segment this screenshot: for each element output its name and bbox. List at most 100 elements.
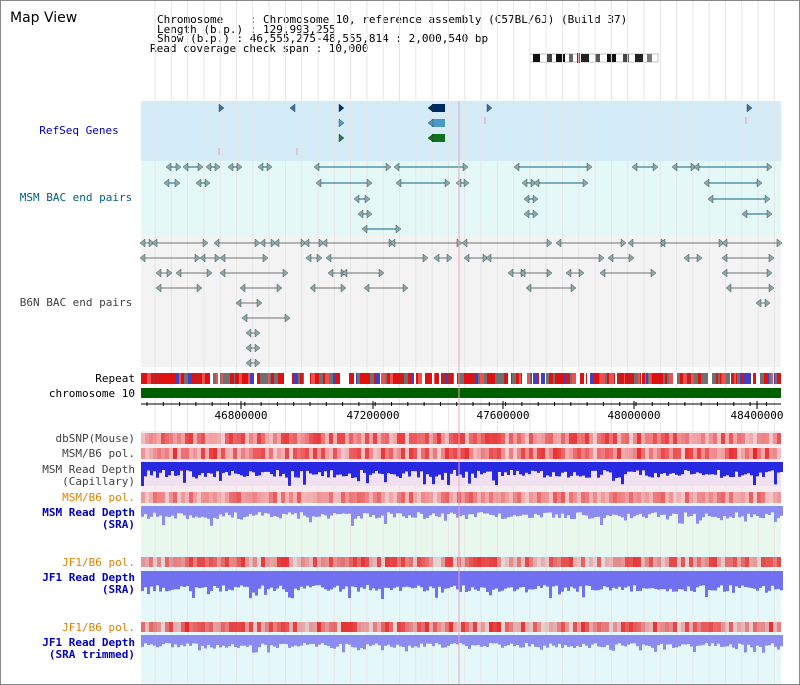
track-label-msm-b6-pol-sra[interactable]: MSM/B6 pol. (62, 491, 135, 504)
polymorphism-cell (325, 448, 329, 459)
polymorphism-cell (689, 492, 693, 503)
polymorphism-cell (453, 433, 457, 444)
depth-bar (159, 571, 162, 592)
depth-bar (510, 462, 513, 470)
track-label-dbsnp[interactable]: dbSNP(Mouse) (55, 432, 135, 445)
polymorphism-cell (285, 448, 289, 459)
msm-bac-end (182, 162, 189, 172)
depth-bar (618, 635, 621, 644)
polymorphism-heat-tracks[interactable] (141, 433, 781, 632)
msm-bac-end (174, 178, 181, 188)
polymorphism-cell (597, 622, 601, 632)
chromosome-ideogram[interactable] (529, 53, 659, 63)
polymorphism-cell (181, 557, 185, 567)
track-label-jf1-depth-trimmed[interactable]: JF1 Read Depth (42, 636, 135, 649)
depth-bar (273, 635, 276, 647)
polymorphism-cell (481, 448, 485, 459)
repeat-block (745, 373, 747, 384)
polymorphism-cell (185, 492, 189, 503)
depth-bar (204, 506, 207, 518)
repeat-block (356, 373, 357, 384)
polymorphism-cell (309, 433, 313, 444)
polymorphism-cell (741, 492, 745, 503)
track-label-msm-depth-capillary[interactable]: MSM Read Depth (42, 463, 135, 476)
track-label-chromosome[interactable]: chromosome 10 (48, 387, 135, 400)
repeat-block (223, 373, 227, 384)
depth-bar (363, 635, 366, 650)
depth-bar (366, 571, 369, 585)
depth-bar (495, 506, 498, 517)
depth-bar (504, 571, 507, 589)
polymorphism-cell (737, 622, 741, 632)
repeat-track[interactable] (141, 373, 781, 384)
repeat-block (159, 373, 163, 384)
depth-bar (324, 571, 327, 590)
polymorphism-cell (377, 492, 381, 503)
depth-bar (483, 571, 486, 588)
gene-block (432, 134, 445, 142)
depth-bar (165, 462, 168, 477)
repeat-block (380, 373, 381, 384)
depth-bar (345, 571, 348, 587)
depth-bar (342, 635, 345, 653)
polymorphism-cell (349, 492, 353, 503)
depth-bar (549, 635, 552, 644)
polymorphism-cell (609, 433, 613, 444)
chromosome-bar[interactable] (141, 388, 781, 398)
track-label-msm-depth-sra[interactable]: MSM Read Depth (42, 506, 135, 519)
polymorphism-cell (261, 492, 265, 503)
depth-bar (441, 506, 444, 514)
polymorphism-cell (361, 557, 365, 567)
b6n-bac-track[interactable] (139, 238, 783, 368)
repeat-block (495, 373, 497, 384)
polymorphism-cell (777, 433, 781, 444)
depth-bar (177, 462, 180, 476)
polymorphism-cell (145, 433, 149, 444)
polymorphism-cell (361, 433, 365, 444)
depth-bar (612, 462, 615, 481)
track-label-jf1-depth-sra[interactable]: JF1 Read Depth (42, 571, 135, 584)
polymorphism-cell (165, 433, 169, 444)
depth-bar (216, 506, 219, 519)
polymorphism-cell (249, 448, 253, 459)
polymorphism-cell (521, 448, 525, 459)
depth-bar (384, 462, 387, 483)
polymorphism-cell (673, 433, 677, 444)
depth-bar (348, 571, 351, 599)
depth-bar (453, 506, 456, 514)
depth-bar (336, 571, 339, 586)
depth-bar (675, 506, 678, 515)
depth-bar (390, 506, 393, 514)
refseq-gene-track[interactable] (218, 103, 753, 155)
track-label-jf1-b6-pol-trimmed[interactable]: JF1/B6 pol. (62, 621, 135, 634)
polymorphism-cell (609, 557, 613, 567)
depth-bar (579, 462, 582, 477)
track-label-msm-b6-pol[interactable]: MSM/B6 pol. (62, 447, 135, 460)
depth-bar (744, 462, 747, 475)
polymorphism-cell (385, 448, 389, 459)
polymorphism-cell (345, 622, 349, 632)
track-label-b6n-bac[interactable]: B6N BAC end pairs (19, 296, 133, 309)
repeat-block (747, 373, 751, 384)
depth-bar (240, 506, 243, 520)
track-label-jf1-b6-pol[interactable]: JF1/B6 pol. (62, 556, 135, 569)
polymorphism-cell (653, 492, 657, 503)
depth-bar (300, 635, 303, 646)
repeat-block (235, 373, 236, 384)
msm-bac-track[interactable] (163, 162, 773, 234)
polymorphism-cell (677, 492, 681, 503)
depth-bar (531, 462, 534, 471)
read-depth-tracks[interactable] (141, 462, 783, 653)
depth-bar (150, 571, 153, 587)
depth-bar (666, 462, 669, 476)
repeat-block (541, 373, 545, 384)
depth-bar (654, 506, 657, 513)
track-label-repeat[interactable]: Repeat (95, 372, 135, 385)
polymorphism-cell (641, 557, 645, 567)
track-label-msm-bac[interactable]: MSM BAC end pairs (19, 191, 133, 204)
track-label-refseq-genes[interactable]: RefSeq Genes (39, 124, 119, 137)
polymorphism-cell (233, 492, 237, 503)
msm-bac-end (532, 194, 539, 204)
depth-bar (513, 462, 516, 476)
